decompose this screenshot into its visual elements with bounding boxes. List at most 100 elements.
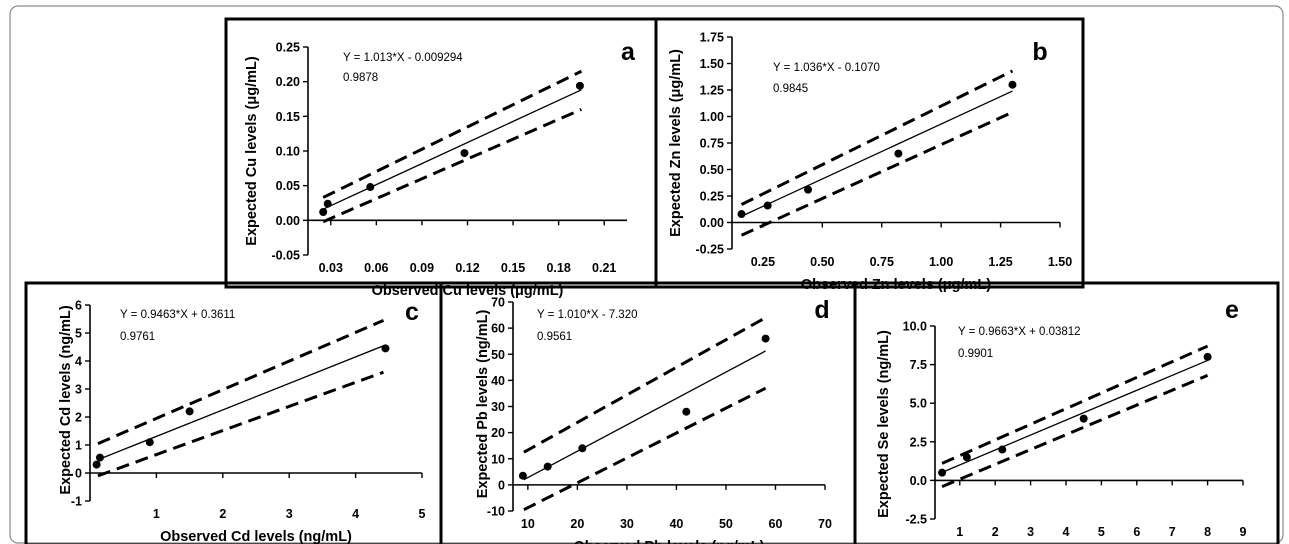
x-tick-label: 2 <box>219 507 226 521</box>
regression-equation: Y = 1.013*X - 0.009294 <box>343 52 463 64</box>
ci-upper-line <box>941 344 1209 465</box>
chart-panel-a: -0.05 0.00 0.05 0.10 0.15 0.20 0.25 0.03 0.06 0.0… <box>244 38 636 299</box>
chart-panel-b: -0.25 0.00 0.25 0.50 0.75 1.00 1.25 1.50 1.75 0.2… <box>668 31 1072 294</box>
data-point <box>319 208 328 217</box>
y-tick-label: 0.0 <box>910 474 927 488</box>
y-axis-title: Expected Pb levels (ng/mL) <box>475 310 491 499</box>
figure-outer-border <box>9 5 1284 544</box>
data-point <box>578 444 587 453</box>
x-axis-title: Observed Cu levels (μg/mL) <box>372 283 564 299</box>
y-tick-label: 3 <box>75 383 82 397</box>
y-tick-label: 1.25 <box>700 84 724 98</box>
r-squared-value: 0.9901 <box>958 348 993 360</box>
y-axis-title: Expected Zn levels (μg/mL) <box>668 49 684 237</box>
data-point <box>737 210 746 219</box>
data-point <box>761 334 770 343</box>
y-tick-label: 10 <box>491 452 505 466</box>
y-tick-label: 0.00 <box>700 216 724 230</box>
data-point <box>575 81 584 90</box>
x-axis-title: Observed Pb levels (ng/mL) <box>574 539 765 544</box>
ci-lower-line <box>740 110 1014 237</box>
data-point <box>894 149 903 158</box>
y-axis-title: Expected Cd levels (ng/mL) <box>58 305 74 495</box>
x-tick-label: 1.50 <box>1048 255 1072 269</box>
y-tick-label: 7.5 <box>910 358 927 372</box>
chart-panel-d: -10 0 10 20 30 40 50 60 70 10 20 30 40 50 60 70 Y = 1.01… <box>475 296 832 544</box>
y-tick-label: 0.50 <box>700 163 724 177</box>
x-tick-label: 0.50 <box>810 255 834 269</box>
data-point <box>145 438 154 447</box>
x-axis-title: Observed Cd levels (ng/mL) <box>160 529 352 544</box>
y-tick-label: 0.00 <box>276 214 300 228</box>
x-tick-label: 1.25 <box>988 255 1012 269</box>
y-tick-label: 50 <box>491 348 505 362</box>
data-point <box>543 462 552 471</box>
data-point <box>962 453 971 462</box>
r-squared-value: 0.9561 <box>537 331 572 343</box>
regression-line <box>523 350 766 481</box>
data-point <box>185 407 194 416</box>
y-tick-label: 70 <box>491 296 505 310</box>
x-tick-label: 1 <box>956 525 963 539</box>
x-tick-label: 5 <box>419 507 426 521</box>
data-point <box>95 453 104 462</box>
x-tick-label: 4 <box>1063 525 1070 539</box>
y-axis-title: Expected Se levels (ng/mL) <box>876 330 892 518</box>
y-tick-label: 1.50 <box>700 57 724 71</box>
x-tick-label: 0.18 <box>546 261 570 275</box>
x-tick-label: 20 <box>570 517 584 531</box>
y-tick-label: 0.25 <box>700 190 724 204</box>
x-tick-label: 3 <box>286 507 293 521</box>
x-tick-label: 7 <box>1169 525 1176 539</box>
y-tick-label: 0.20 <box>276 75 300 89</box>
data-point <box>1079 414 1088 423</box>
x-tick-label: 30 <box>620 517 634 531</box>
data-point <box>804 185 813 194</box>
y-tick-label: 5.0 <box>910 397 927 411</box>
y-tick-label: 1 <box>75 439 82 453</box>
data-point <box>1008 80 1017 89</box>
panel-label: e <box>1225 296 1239 324</box>
x-tick-label: 5 <box>1098 525 1105 539</box>
panel-label: b <box>1032 38 1047 66</box>
regression-equation: Y = 0.9463*X + 0.3611 <box>120 309 235 321</box>
y-tick-label: -2.5 <box>905 513 927 527</box>
data-point <box>366 183 375 192</box>
y-tick-label: 30 <box>491 400 505 414</box>
x-tick-label: 8 <box>1204 525 1211 539</box>
y-tick-label: 5 <box>75 327 82 341</box>
regression-line <box>322 89 582 210</box>
regression-equation: Y = 1.036*X - 0.1070 <box>773 62 880 74</box>
ci-lower-line <box>322 108 583 224</box>
y-tick-label: 0.75 <box>700 137 724 151</box>
y-axis-title: Expected Cu levels (μg/mL) <box>244 56 260 246</box>
panel-label: d <box>814 296 829 324</box>
y-tick-label: 0.25 <box>276 41 300 55</box>
x-tick-label: 0.21 <box>592 261 616 275</box>
y-tick-label: 6 <box>75 299 82 313</box>
r-squared-value: 0.9761 <box>120 331 155 343</box>
x-tick-label: 0.09 <box>410 261 434 275</box>
x-tick-label: 1.00 <box>929 255 953 269</box>
regression-line <box>941 359 1208 473</box>
x-tick-label: 0.03 <box>319 261 343 275</box>
x-tick-label: 6 <box>1133 525 1140 539</box>
ci-lower-line <box>941 374 1209 488</box>
y-tick-label: 60 <box>491 322 505 336</box>
y-tick-label: -0.05 <box>272 249 301 263</box>
regression-line <box>741 90 1013 217</box>
x-tick-label: 0.12 <box>455 261 479 275</box>
x-tick-label: 40 <box>669 517 683 531</box>
data-point <box>518 471 527 480</box>
panel-frame-b <box>654 17 1085 289</box>
regression-line <box>97 345 384 461</box>
ci-lower-line <box>97 370 384 478</box>
y-tick-label: 0 <box>75 467 82 481</box>
data-point <box>92 460 101 469</box>
x-tick-label: 0.25 <box>751 255 775 269</box>
ci-upper-line <box>523 316 767 454</box>
x-tick-label: 0.15 <box>501 261 525 275</box>
x-tick-label: 60 <box>769 517 783 531</box>
x-tick-label: 4 <box>352 507 359 521</box>
